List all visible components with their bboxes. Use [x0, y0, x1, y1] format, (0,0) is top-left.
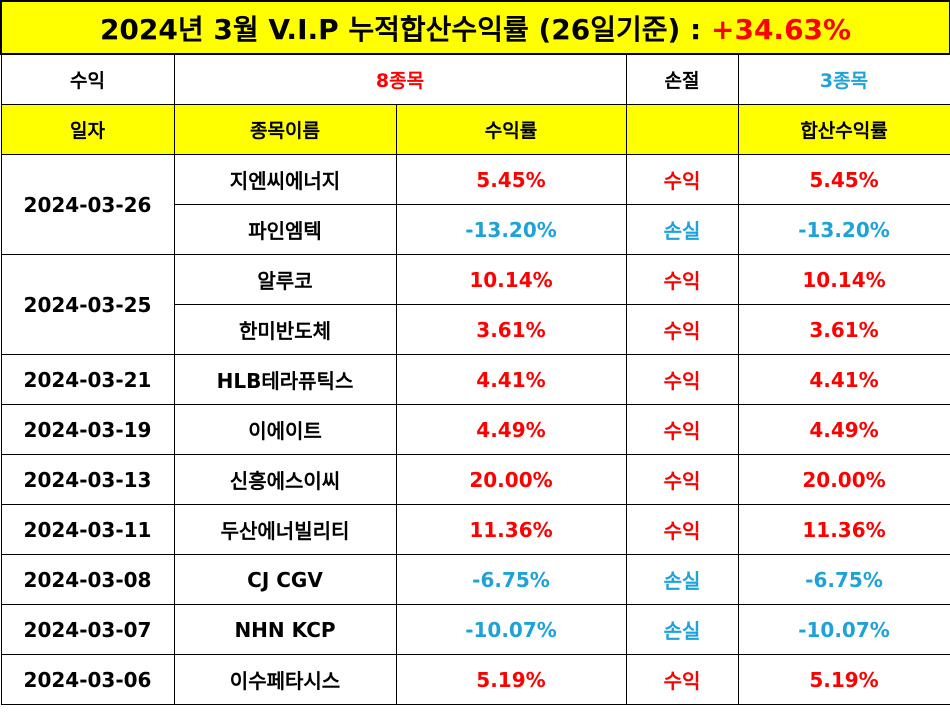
date-cell: 2024-03-11: [0, 504, 175, 555]
date-cell: 2024-03-25: [0, 254, 175, 355]
table-row: 2024-03-06 이수페타시스 5.19% 수익 5.19%: [0, 654, 950, 705]
status-cell: 수익: [625, 154, 739, 205]
table-row: 2024-03-07 NHN KCP -10.07% 손실 -10.07%: [0, 604, 950, 655]
header-rate: 수익률: [395, 104, 627, 155]
date-cell: 2024-03-07: [0, 604, 175, 655]
date-cell: 2024-03-08: [0, 554, 175, 605]
profit-label: 수익: [0, 53, 175, 105]
return-rate-cell: -13.20%: [395, 204, 627, 255]
title-row: 2024년 3월 V.I.P 누적합산수익률 (26일기준) : +34.63%: [0, 0, 950, 55]
status-cell: 손실: [625, 604, 739, 655]
cumulative-return-cell: 10.14%: [737, 254, 950, 305]
stock-name-cell: 이수페타시스: [173, 654, 397, 705]
table-row: 2024-03-19 이에이트 4.49% 수익 4.49%: [0, 404, 950, 455]
return-rate-cell: 10.14%: [395, 254, 627, 305]
return-rate-cell: 5.19%: [395, 654, 627, 705]
return-rate-cell: -6.75%: [395, 554, 627, 605]
cumulative-return-cell: 11.36%: [737, 504, 950, 555]
date-cell: 2024-03-21: [0, 354, 175, 405]
cumulative-return-cell: 4.49%: [737, 404, 950, 455]
stock-name-cell: 지엔씨에너지: [173, 154, 397, 205]
page-title: 2024년 3월 V.I.P 누적합산수익률 (26일기준) : +34.63%: [0, 0, 950, 55]
table-row: 2024-03-21 HLB테라퓨틱스 4.41% 수익 4.41%: [0, 354, 950, 405]
loss-label: 손절: [625, 53, 739, 105]
header-name: 종목이름: [173, 104, 397, 155]
title-text: 2024년 3월 V.I.P 누적합산수익률 (26일기준) :: [99, 12, 711, 46]
cumulative-return-cell: 5.19%: [737, 654, 950, 705]
cumulative-return-cell: 4.41%: [737, 354, 950, 405]
table-row: 2024-03-11 두산에너빌리티 11.36% 수익 11.36%: [0, 504, 950, 555]
return-rate-cell: 20.00%: [395, 454, 627, 505]
stock-name-cell: 한미반도체: [173, 304, 397, 355]
status-cell: 수익: [625, 354, 739, 405]
date-cell: 2024-03-06: [0, 654, 175, 705]
date-cell: 2024-03-26: [0, 154, 175, 255]
status-cell: 손실: [625, 554, 739, 605]
stock-name-cell: 알루코: [173, 254, 397, 305]
stock-name-cell: NHN KCP: [173, 604, 397, 655]
header-status: [625, 104, 739, 155]
cumulative-return-cell: -13.20%: [737, 204, 950, 255]
table-row: 2024-03-25 알루코 10.14% 수익 10.14%: [0, 254, 950, 355]
status-cell: 수익: [625, 254, 739, 305]
summary-row: 수익 8종목 손절 3종목: [0, 53, 950, 105]
status-cell: 수익: [625, 504, 739, 555]
table-row: 2024-03-13 신흥에스이씨 20.00% 수익 20.00%: [0, 454, 950, 505]
return-rate-cell: 3.61%: [395, 304, 627, 355]
return-rate-cell: 5.45%: [395, 154, 627, 205]
stock-name-cell: 파인엠텍: [173, 204, 397, 255]
stock-name-cell: 이에이트: [173, 404, 397, 455]
return-rate-cell: 11.36%: [395, 504, 627, 555]
status-cell: 수익: [625, 654, 739, 705]
header-date: 일자: [0, 104, 175, 155]
return-rate-cell: 4.41%: [395, 354, 627, 405]
return-rate-cell: -10.07%: [395, 604, 627, 655]
return-rate-cell: 4.49%: [395, 404, 627, 455]
stock-name-cell: 신흥에스이씨: [173, 454, 397, 505]
cumulative-return-cell: -6.75%: [737, 554, 950, 605]
stock-name-cell: 두산에너빌리티: [173, 504, 397, 555]
loss-count: 3종목: [737, 53, 950, 105]
header-sum: 합산수익률: [737, 104, 950, 155]
cumulative-return-cell: -10.07%: [737, 604, 950, 655]
status-cell: 수익: [625, 454, 739, 505]
status-cell: 수익: [625, 404, 739, 455]
stock-name-cell: HLB테라퓨틱스: [173, 354, 397, 405]
status-cell: 손실: [625, 204, 739, 255]
table-row: 2024-03-26 지엔씨에너지 5.45% 수익 5.45%: [0, 154, 950, 255]
total-return-value: +34.63%: [711, 12, 852, 46]
stock-name-cell: CJ CGV: [173, 554, 397, 605]
date-cell: 2024-03-13: [0, 454, 175, 505]
table-row: 2024-03-08 CJ CGV -6.75% 손실 -6.75%: [0, 554, 950, 605]
cumulative-return-cell: 20.00%: [737, 454, 950, 505]
header-row: 일자 종목이름 수익률 합산수익률: [0, 104, 950, 155]
status-cell: 수익: [625, 304, 739, 355]
cumulative-return-cell: 3.61%: [737, 304, 950, 355]
table-row: 한미반도체 3.61% 수익 3.61%: [1, 304, 950, 355]
cumulative-return-cell: 5.45%: [737, 154, 950, 205]
date-cell: 2024-03-19: [0, 404, 175, 455]
profit-count: 8종목: [173, 53, 627, 105]
